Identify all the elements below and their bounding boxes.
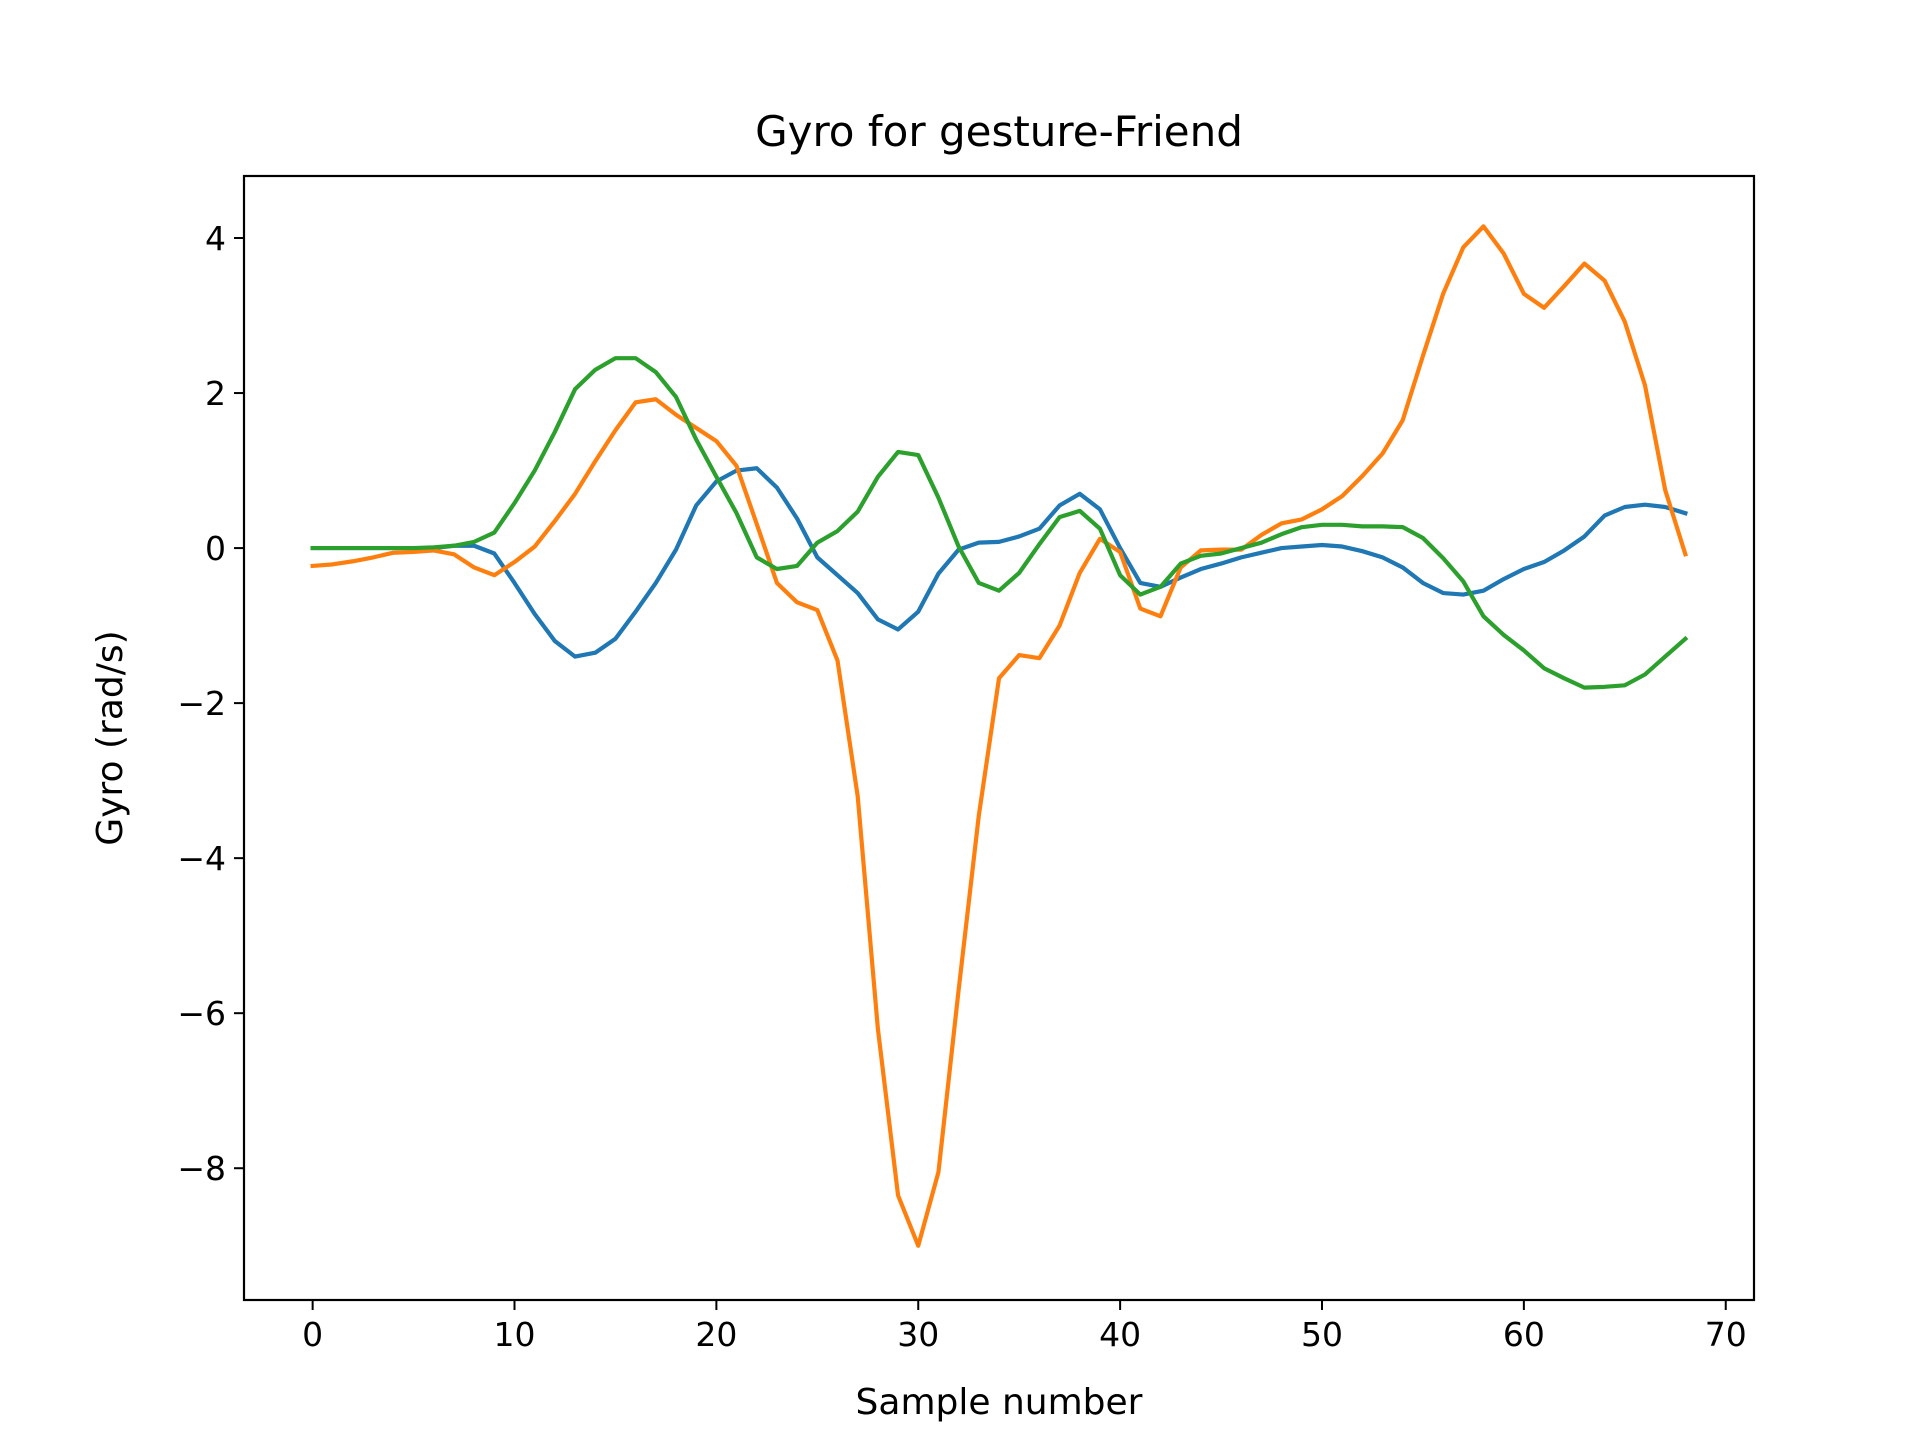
series-line-2 (310, 224, 1688, 1248)
y-tick-label: −2 (177, 684, 226, 723)
x-tick-label: 30 (897, 1315, 939, 1354)
series-line-1 (310, 466, 1688, 659)
x-tick-label: 60 (1503, 1315, 1545, 1354)
y-axis: −8 −6 −4 −2 0 2 4 (177, 219, 244, 1188)
y-tick-label: −6 (177, 994, 226, 1033)
y-tick-label: 0 (205, 529, 226, 568)
x-axis-label: Sample number (856, 1382, 1143, 1423)
y-tick-label: −4 (177, 839, 226, 878)
chart-title: Gyro for gesture-Friend (755, 107, 1243, 156)
x-axis: 0 10 20 30 40 50 60 70 (302, 1300, 1747, 1354)
x-tick-label: 10 (494, 1315, 536, 1354)
x-tick-label: 50 (1301, 1315, 1343, 1354)
x-tick-label: 20 (695, 1315, 737, 1354)
y-axis-label: Gyro (rad/s) (90, 630, 131, 845)
series-layer (310, 224, 1689, 1248)
y-tick-label: 2 (205, 374, 226, 413)
plot-area-frame (242, 174, 1756, 1302)
x-tick-label: 0 (302, 1315, 323, 1354)
y-tick-label: −8 (177, 1149, 226, 1188)
series-line-3 (310, 356, 1689, 690)
x-tick-label: 40 (1099, 1315, 1141, 1354)
y-tick-label: 4 (205, 219, 226, 258)
x-tick-label: 70 (1705, 1315, 1747, 1354)
